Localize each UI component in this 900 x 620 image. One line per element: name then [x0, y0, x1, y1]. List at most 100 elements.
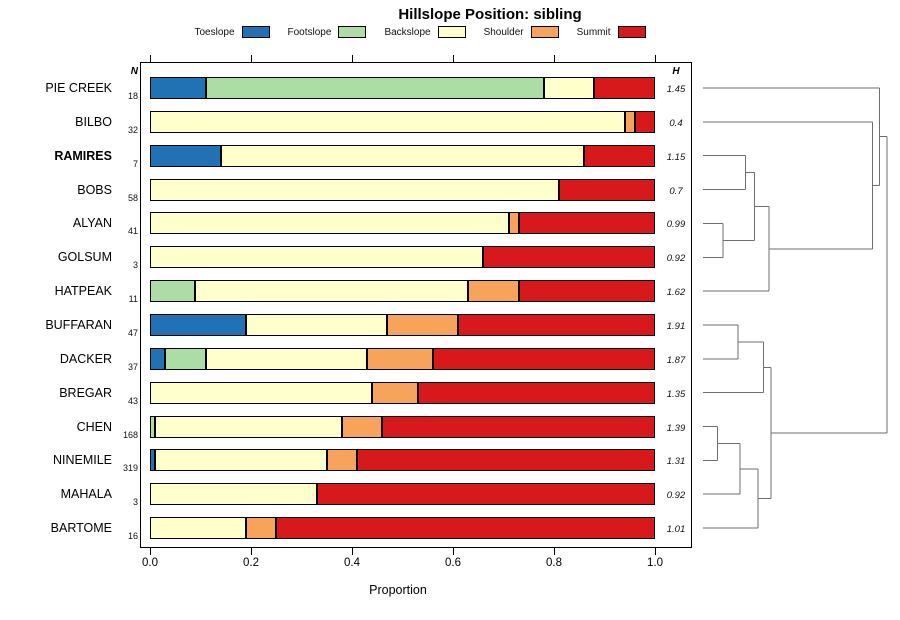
- h-column-header: H: [672, 66, 680, 77]
- bar-segment-summit: [584, 144, 655, 167]
- x-axis-tick-label: 0.4: [344, 557, 360, 569]
- bar-segment-toeslope: [150, 77, 206, 99]
- row-label: BILBO: [75, 114, 112, 129]
- h-value: 0.4: [669, 117, 683, 129]
- x-axis-tick-label: 1.0: [647, 557, 663, 569]
- legend-item-shoulder: Shoulder: [484, 26, 559, 38]
- n-column-header: N: [130, 66, 138, 77]
- h-value: 1.35: [666, 388, 686, 400]
- legend: Toeslope Footslope Backslope Shoulder Summit: [0, 26, 840, 38]
- h-value: 0.92: [666, 490, 686, 502]
- n-value: 32: [127, 124, 138, 135]
- bar-segment-backslope: [150, 483, 317, 506]
- x-axis-tick-bottom: [453, 548, 454, 555]
- x-axis-tick-top: [251, 55, 252, 62]
- bar-segment-summit: [594, 77, 655, 99]
- bar-segment-summit: [458, 313, 655, 336]
- legend-label: Toeslope: [194, 26, 235, 38]
- bar-segment-backslope: [220, 144, 585, 167]
- h-value: 1.01: [666, 524, 686, 536]
- bar-segment-backslope: [150, 517, 246, 540]
- bar-segment-backslope: [205, 347, 368, 370]
- h-value: 0.92: [666, 253, 686, 265]
- n-value: 18: [127, 91, 138, 101]
- legend-item-toeslope: Toeslope: [194, 26, 270, 38]
- bar-segment-backslope: [150, 110, 625, 133]
- row-label: RAMIRES: [54, 148, 112, 163]
- bar-segment-shoulder: [508, 212, 519, 235]
- bar-segment-summit: [432, 347, 655, 370]
- row-label: ALYAN: [72, 216, 112, 231]
- n-value: 41: [127, 226, 138, 237]
- bar-segment-summit: [382, 415, 655, 438]
- legend-label: Shoulder: [483, 26, 524, 38]
- n-value: 58: [127, 192, 138, 203]
- h-value: 0.99: [666, 219, 686, 231]
- h-value: 1.62: [666, 287, 686, 299]
- bar-segment-summit: [518, 212, 655, 235]
- n-value: 16: [127, 531, 138, 542]
- bar-segment-shoulder: [341, 415, 383, 438]
- bar-segment-summit: [559, 178, 655, 201]
- legend-swatch-shoulder: [530, 26, 559, 38]
- x-axis-tick-top: [352, 55, 353, 62]
- row-label: CHEN: [76, 419, 112, 434]
- bar-segment-shoulder: [326, 449, 358, 472]
- row-label: MAHALA: [60, 487, 112, 502]
- legend-label: Footslope: [287, 26, 332, 38]
- bar-segment-toeslope: [150, 144, 221, 167]
- bar-segment-toeslope: [150, 313, 246, 336]
- bar-segment-shoulder: [468, 280, 519, 303]
- h-value: 0.7: [669, 185, 683, 197]
- legend-swatch-summit: [617, 26, 646, 38]
- bar-segment-backslope: [195, 280, 469, 303]
- x-axis-label: Proportion: [369, 583, 427, 597]
- bar-segment-summit: [316, 483, 655, 506]
- legend-item-backslope: Backslope: [384, 26, 466, 38]
- bar-segment-shoulder: [245, 517, 277, 540]
- x-axis-tick-bottom: [352, 548, 353, 555]
- bar-segment-backslope: [155, 449, 327, 472]
- x-axis-tick-top: [554, 55, 555, 62]
- legend-item-footslope: Footslope: [288, 26, 367, 38]
- x-axis-tick-label: 0.2: [243, 557, 259, 569]
- n-value: 3: [132, 260, 138, 271]
- h-value: 1.15: [666, 151, 686, 163]
- bar-segment-shoulder: [624, 110, 635, 133]
- x-axis-tick-bottom: [655, 548, 656, 555]
- h-value: 1.87: [666, 354, 686, 366]
- bar-segment-footslope: [150, 280, 196, 303]
- bar-segment-summit: [276, 517, 655, 540]
- h-value: 1.39: [666, 422, 686, 434]
- x-axis-tick-bottom: [150, 548, 151, 555]
- bar-segment-summit: [634, 110, 655, 133]
- h-value: 1.31: [666, 456, 686, 468]
- bar-segment-summit: [417, 381, 655, 404]
- n-value: 11: [128, 294, 138, 305]
- n-value: 43: [127, 395, 138, 406]
- h-value: 1.91: [666, 320, 686, 332]
- legend-swatch-toeslope: [241, 26, 270, 38]
- dendrogram: [703, 87, 888, 529]
- row-label: BOBS: [77, 182, 112, 197]
- n-value: 47: [127, 327, 138, 338]
- bar-segment-shoulder: [367, 347, 433, 370]
- row-label: DACKER: [59, 351, 112, 366]
- legend-label: Summit: [576, 26, 611, 38]
- legend-label: Backslope: [384, 26, 431, 38]
- row-label: PIE CREEK: [45, 81, 112, 95]
- bar-segment-backslope: [150, 381, 373, 404]
- row-label: GOLSUM: [57, 250, 112, 265]
- row-label: BARTOME: [50, 521, 112, 536]
- row-label: BREGAR: [59, 385, 112, 400]
- n-value: 7: [132, 158, 138, 169]
- bar-segment-shoulder: [372, 381, 418, 404]
- bar-segment-shoulder: [387, 313, 459, 336]
- n-value: 319: [122, 463, 138, 474]
- x-axis-tick-bottom: [251, 548, 252, 555]
- bar-segment-footslope: [205, 77, 544, 99]
- x-axis-tick-label: 0.6: [445, 557, 461, 569]
- chart-title: Hillslope Position: sibling: [398, 6, 582, 23]
- n-value: 3: [132, 497, 138, 508]
